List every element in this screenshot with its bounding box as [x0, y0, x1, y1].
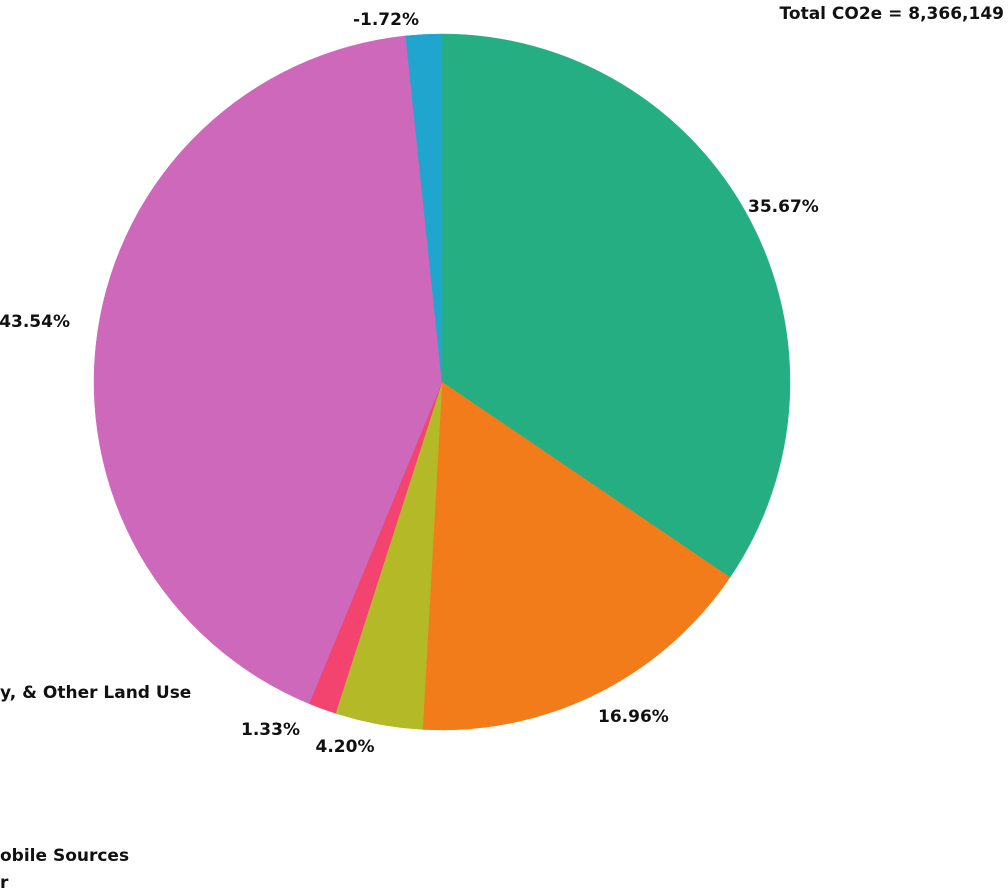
pie-slice-5 [405, 33, 443, 383]
pie-label-0: 35.67% [748, 197, 819, 217]
total-co2e-label: Total CO2e = 8,366,149 [779, 4, 1004, 24]
legend-fragment-mobile-sources: obile Sources [0, 846, 130, 866]
legend-fragment-last: r [0, 873, 9, 893]
pie-label-2: 4.20% [316, 737, 375, 757]
pie-slice-1 [422, 381, 731, 731]
pie-label-4: 43.54% [0, 312, 70, 332]
legend-fragment-land-use: y, & Other Land Use [0, 683, 192, 703]
pie-slice-4 [93, 35, 443, 704]
pie-slices [93, 33, 791, 731]
pie-label-3: 1.33% [241, 720, 300, 740]
pie-slice-0 [441, 33, 791, 578]
pie-label-1: 16.96% [598, 707, 669, 727]
pie-labels: 35.67% 16.96% 4.20% 1.33% 43.54% -1.72% [0, 10, 819, 757]
pie-label-5: -1.72% [353, 10, 419, 30]
